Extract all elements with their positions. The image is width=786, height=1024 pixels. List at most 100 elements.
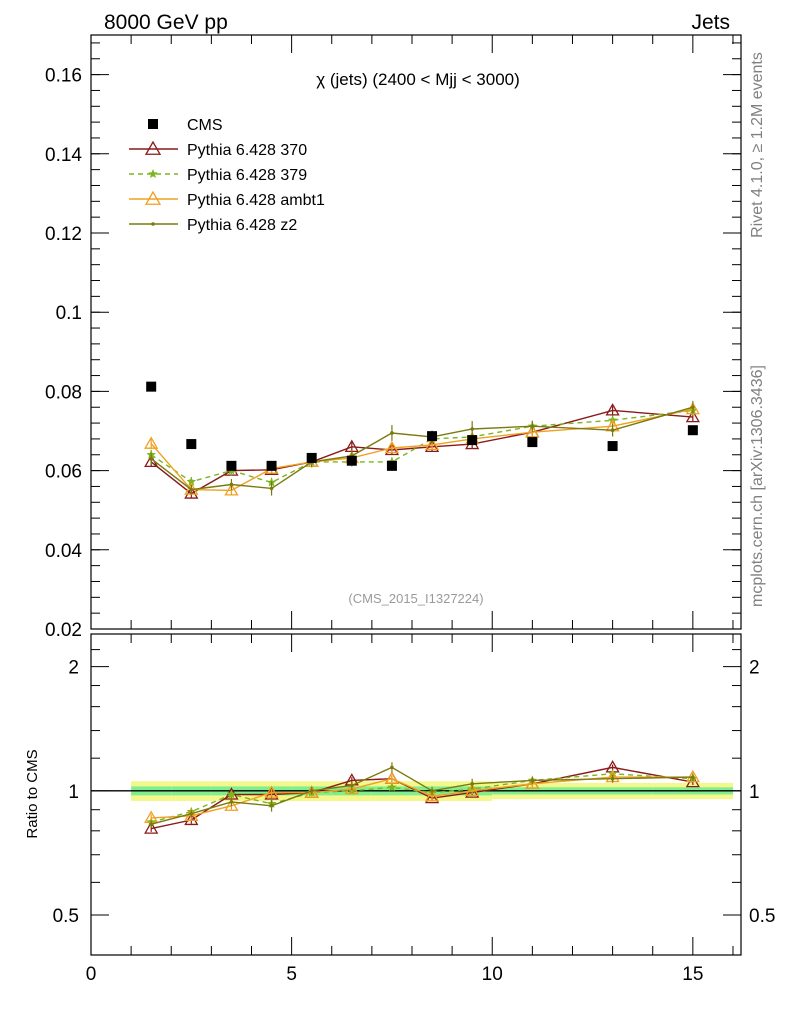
ratio-p370-point	[144, 821, 159, 834]
main-series-layer	[144, 381, 700, 499]
cms-point	[527, 437, 538, 448]
ratio-ambt1-point	[465, 783, 480, 796]
p370-point	[424, 439, 440, 452]
ratio-z2-line	[151, 766, 693, 825]
ratio-ambt1-point	[224, 798, 239, 811]
ratio-ambt1-line	[151, 776, 693, 819]
ratio-z2-point	[610, 776, 615, 781]
z2-point	[530, 424, 535, 429]
ambt1-point	[224, 483, 239, 496]
mcplots-label: mcplots.cern.ch [arXiv:1306.3436]	[749, 365, 766, 607]
legend-label: CMS	[187, 117, 223, 134]
ambt1-point	[144, 436, 159, 449]
legend-marker	[144, 140, 162, 155]
ratio-p370-point	[424, 790, 440, 804]
ambt1-point	[424, 437, 440, 451]
legend-item-p379: Pythia 6.428 379	[129, 167, 307, 184]
z2-point	[470, 427, 474, 431]
cms-point	[306, 452, 317, 463]
cms-point	[687, 425, 698, 436]
cms-point	[346, 455, 357, 466]
z2-point	[610, 428, 615, 433]
header-right: Jets	[691, 11, 730, 34]
y-tick-label: 0.1	[56, 303, 82, 324]
legend: CMS Pythia 6.428 370 Pythia 6.428 379 Pythi…	[129, 117, 325, 234]
ratio-ambt1-point	[264, 785, 279, 798]
z2-point	[189, 487, 194, 492]
p370-line	[150, 409, 693, 495]
y-tick-label: 0.14	[45, 145, 82, 166]
ratio-z2-point	[430, 789, 434, 793]
legend-marker	[148, 119, 158, 129]
z2-point	[269, 486, 274, 491]
p379-point	[186, 476, 197, 486]
z2-point	[149, 456, 153, 461]
cms-point	[266, 460, 277, 471]
ratio-ambt1-point	[685, 769, 700, 783]
main-frame	[90, 34, 742, 630]
z2-point	[691, 405, 695, 410]
header-left: 8000 GeV pp	[104, 11, 228, 34]
legend-item-z2: Pythia 6.428 z2	[129, 217, 297, 234]
ratio-panel: 0.5 0.5 1 1 2 2 0 5 10 15 Ratio to CMS	[24, 633, 775, 985]
ratio-series-layer	[144, 760, 700, 834]
ratio-z2-point	[691, 775, 695, 779]
cms-point	[226, 460, 237, 471]
series-cms	[146, 381, 698, 471]
ratio-ambt1-point	[384, 771, 400, 784]
ratio-ambt1-point	[525, 776, 540, 789]
cms-point	[186, 439, 197, 450]
cms-point	[427, 431, 438, 442]
rivet-label: Rivet 4.1.0, ≥ 1.2M events	[749, 52, 766, 238]
y-tick-label: 0.12	[45, 224, 82, 245]
x-tick-label: 15	[682, 964, 703, 985]
y-tick-label: 0.08	[45, 382, 82, 403]
y-tick-label: 0.06	[45, 462, 82, 483]
analysis-watermark: (CMS_2015_I1327224)	[348, 591, 483, 606]
ratio-p379-point	[387, 782, 397, 792]
ratio-z2-point	[390, 765, 394, 770]
ratio-ylabel: Ratio to CMS	[24, 749, 41, 838]
cms-point	[607, 441, 618, 452]
ratio-z2-point	[189, 811, 194, 816]
ratio-y-tick-label: 2	[68, 658, 79, 679]
legend-label: Pythia 6.428 z2	[187, 217, 297, 234]
ratio-axis-ticks: 0.5 0.5 1 1 2 2 0 5 10 15	[53, 634, 775, 985]
legend-item-ambt1: Pythia 6.428 ambt1	[129, 190, 325, 209]
ambt1-point	[525, 424, 540, 438]
ratio-p370-line	[151, 766, 694, 830]
p370-point	[605, 403, 620, 416]
p370-point	[685, 409, 700, 423]
legend-marker	[144, 190, 162, 205]
p370-point	[184, 486, 199, 499]
ambt1-point	[384, 440, 400, 454]
legend-item-p370: Pythia 6.428 370	[129, 140, 307, 159]
ratio-p370-point	[184, 812, 199, 826]
ratio-ambt1-point	[344, 781, 359, 795]
ratio-p379-point	[607, 768, 618, 778]
legend-marker	[151, 222, 155, 226]
ratio-z2-point	[149, 822, 153, 827]
ratio-y-tick-label-right: 2	[749, 658, 760, 679]
ratio-ambt1-point	[424, 788, 440, 802]
y-tick-label: 0.02	[45, 620, 82, 641]
main-panel: 0.02 0.04 0.06 0.08 0.1 0.12 0.14 0.16 χ (jets)…	[45, 34, 742, 641]
ratio-z2-point	[470, 782, 474, 786]
ratio-y-tick-label-right: 0.5	[749, 906, 775, 927]
ratio-y-tick-label: 1	[68, 782, 79, 803]
ambt1-line	[150, 408, 694, 492]
ratio-series-z2	[149, 762, 695, 828]
x-tick-label: 5	[286, 964, 297, 985]
z2-point	[390, 431, 394, 435]
cms-point	[386, 460, 397, 471]
main-title: χ (jets) (2400 < Mjj < 3000)	[316, 70, 520, 89]
p379-line	[150, 409, 693, 484]
cms-point	[467, 435, 478, 446]
legend-label: Pythia 6.428 370	[187, 142, 307, 159]
y-tick-label: 0.04	[45, 541, 82, 562]
ratio-y-tick-label: 0.5	[53, 906, 79, 927]
ratio-p379-point	[226, 789, 237, 799]
cms-point	[146, 381, 157, 392]
ratio-series-ambt1	[144, 769, 700, 824]
